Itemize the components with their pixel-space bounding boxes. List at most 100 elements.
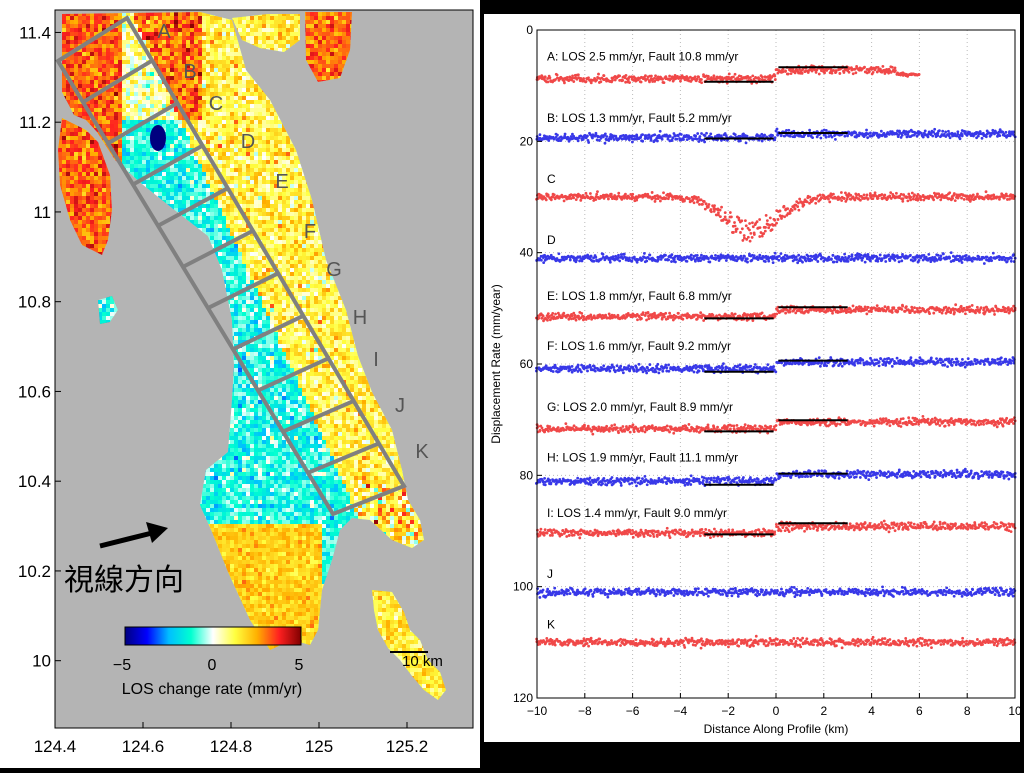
los-rate-pixel: [242, 104, 247, 109]
los-rate-pixel: [194, 36, 199, 41]
los-rate-pixel: [186, 172, 191, 177]
los-rate-pixel: [318, 12, 323, 17]
los-rate-pixel: [182, 92, 187, 97]
los-rate-pixel: [334, 20, 339, 25]
los-rate-pixel: [106, 16, 111, 21]
los-rate-pixel: [94, 172, 99, 177]
los-rate-pixel: [262, 24, 267, 29]
los-rate-pixel: [226, 136, 231, 141]
los-rate-pixel: [210, 68, 215, 73]
los-rate-pixel: [266, 184, 271, 189]
los-rate-pixel: [286, 28, 291, 33]
los-rate-pixel: [230, 172, 235, 177]
los-rate-pixel: [130, 104, 135, 109]
los-rate-pixel: [202, 20, 207, 25]
los-rate-pixel: [226, 40, 231, 45]
los-rate-pixel: [62, 128, 67, 133]
los-rate-pixel: [226, 108, 231, 113]
los-rate-pixel: [98, 48, 103, 53]
los-rate-pixel: [266, 212, 271, 217]
los-rate-pixel: [90, 64, 95, 69]
los-rate-pixel: [250, 120, 255, 125]
los-rate-pixel: [262, 152, 267, 157]
los-rate-pixel: [270, 120, 275, 125]
los-rate-pixel: [150, 152, 155, 157]
los-rate-pixel: [234, 192, 239, 197]
los-rate-pixel: [78, 128, 83, 133]
los-rate-pixel: [274, 116, 279, 121]
los-rate-pixel: [118, 140, 123, 145]
los-rate-pixel: [294, 180, 299, 185]
los-rate-pixel: [178, 72, 183, 77]
los-rate-pixel: [130, 56, 135, 61]
los-rate-pixel: [138, 12, 143, 17]
los-rate-pixel: [66, 56, 71, 61]
los-rate-pixel: [342, 44, 347, 49]
los-rate-pixel: [262, 132, 267, 137]
los-rate-pixel: [318, 36, 323, 41]
los-rate-pixel: [74, 72, 79, 77]
los-rate-pixel: [130, 52, 135, 57]
los-rate-pixel: [278, 12, 283, 17]
los-rate-pixel: [230, 176, 235, 181]
los-rate-pixel: [230, 88, 235, 93]
los-rate-pixel: [62, 196, 67, 201]
los-rate-pixel: [170, 200, 175, 205]
los-rate-pixel: [254, 116, 259, 121]
los-rate-pixel: [198, 44, 203, 49]
los-rate-pixel: [170, 24, 175, 29]
los-rate-pixel: [266, 196, 271, 201]
los-rate-pixel: [266, 20, 271, 25]
los-rate-pixel: [258, 160, 263, 165]
los-rate-pixel: [274, 160, 279, 165]
los-rate-pixel: [166, 128, 171, 133]
los-rate-pixel: [162, 156, 167, 161]
los-rate-pixel: [342, 24, 347, 29]
los-rate-pixel: [270, 104, 275, 109]
los-rate-pixel: [194, 180, 199, 185]
los-rate-pixel: [278, 48, 283, 53]
los-rate-pixel: [70, 168, 75, 173]
los-rate-pixel: [106, 72, 111, 77]
los-rate-pixel: [142, 124, 147, 129]
los-rate-pixel: [246, 192, 251, 197]
los-rate-pixel: [78, 104, 83, 109]
los-rate-pixel: [62, 124, 67, 129]
los-rate-pixel: [290, 148, 295, 153]
los-rate-pixel: [170, 196, 175, 201]
los-rate-pixel: [162, 12, 167, 17]
los-rate-pixel: [74, 56, 79, 61]
los-rate-pixel: [234, 156, 239, 161]
los-rate-pixel: [94, 52, 99, 57]
los-rate-pixel: [110, 32, 115, 37]
los-rate-pixel: [70, 172, 75, 177]
los-rate-pixel: [202, 88, 207, 93]
los-rate-pixel: [346, 36, 351, 41]
los-rate-pixel: [226, 164, 231, 169]
los-rate-pixel: [250, 96, 255, 101]
los-rate-pixel: [218, 92, 223, 97]
los-rate-pixel: [190, 112, 195, 117]
los-rate-pixel: [254, 140, 259, 145]
los-rate-pixel: [66, 44, 71, 49]
los-rate-pixel: [134, 20, 139, 25]
los-rate-pixel: [282, 148, 287, 153]
los-rate-pixel: [186, 32, 191, 37]
los-rate-pixel: [106, 120, 111, 125]
los-rate-pixel: [186, 36, 191, 41]
los-rate-pixel: [126, 64, 131, 69]
los-rate-pixel: [94, 60, 99, 65]
los-rate-pixel: [246, 88, 251, 93]
los-rate-pixel: [154, 44, 159, 49]
los-rate-pixel: [170, 144, 175, 149]
los-rate-pixel: [210, 92, 215, 97]
los-rate-pixel: [234, 108, 239, 113]
los-rate-pixel: [178, 128, 183, 133]
los-rate-pixel: [66, 60, 71, 65]
los-rate-pixel: [250, 32, 255, 37]
los-rate-pixel: [90, 172, 95, 177]
los-rate-pixel: [134, 116, 139, 121]
los-rate-pixel: [158, 188, 163, 193]
los-rate-pixel: [90, 204, 95, 209]
los-rate-pixel: [110, 44, 115, 49]
